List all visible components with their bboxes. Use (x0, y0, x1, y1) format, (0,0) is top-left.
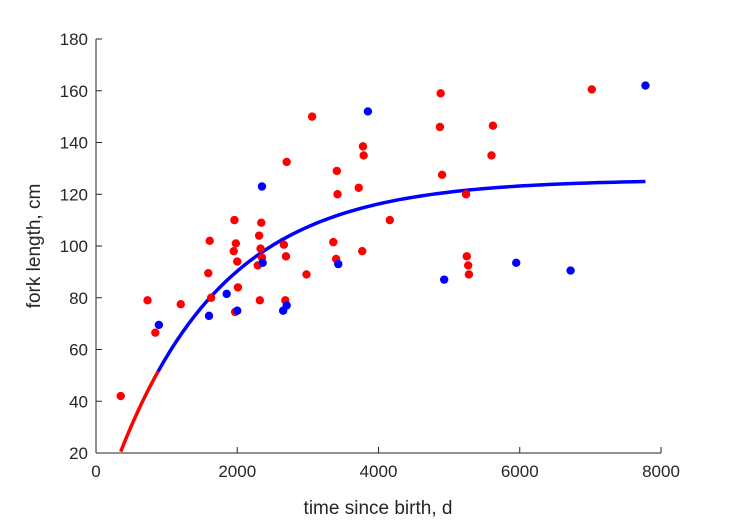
x-ticks: 0 2000 4000 6000 8000 (91, 447, 680, 481)
x-tick-label: 8000 (642, 462, 680, 481)
data-point (233, 306, 242, 315)
data-point (116, 391, 125, 401)
data-point (255, 296, 265, 305)
data-point (204, 268, 213, 278)
data-point (229, 246, 238, 256)
data-point (566, 266, 575, 275)
data-point (334, 259, 343, 269)
fit-curve-segment-late (156, 179, 646, 373)
y-tick-label: 60 (69, 341, 88, 360)
data-point (254, 231, 264, 240)
data-point (282, 157, 291, 167)
data-point (256, 244, 265, 253)
x-tick-label: 6000 (501, 462, 539, 481)
data-point (512, 258, 521, 268)
data-point (151, 328, 160, 337)
data-point (385, 215, 394, 225)
data-point (231, 239, 241, 248)
y-tick-label: 140 (60, 134, 88, 153)
data-point (333, 190, 342, 199)
data-point (439, 275, 449, 284)
data-point (230, 215, 239, 225)
data-point (233, 257, 242, 266)
y-ticks: 20 40 60 80 100 120 140 160 180 (60, 30, 102, 463)
data-point (461, 190, 471, 199)
data-point (204, 311, 214, 321)
data-point (358, 246, 367, 256)
data-point (435, 122, 445, 132)
y-tick-label: 80 (69, 289, 88, 308)
data-points (116, 81, 650, 401)
data-point (462, 252, 471, 261)
y-tick-label: 180 (60, 30, 88, 49)
data-point (436, 89, 445, 98)
data-point (279, 240, 289, 249)
data-point (205, 236, 214, 246)
x-tick-label: 4000 (360, 462, 398, 481)
x-tick-label: 2000 (218, 462, 256, 481)
data-point (464, 270, 474, 279)
fit-curve (119, 179, 646, 453)
data-point (143, 296, 152, 305)
y-tick-label: 160 (60, 82, 88, 101)
data-point (363, 107, 373, 116)
data-point (587, 85, 596, 94)
data-point (257, 182, 267, 191)
x-tick-label: 0 (91, 462, 100, 481)
data-point (329, 237, 338, 247)
y-tick-label: 120 (60, 185, 88, 204)
y-tick-label: 100 (60, 237, 88, 256)
y-tick-label: 20 (69, 444, 88, 463)
data-point (281, 252, 291, 261)
data-point (332, 166, 342, 176)
data-point (257, 218, 266, 227)
x-axis-label: time since birth, d (304, 498, 453, 519)
data-point (354, 183, 363, 192)
data-point (222, 289, 231, 299)
fit-curve-segment-early (119, 370, 160, 453)
axes (95, 39, 661, 454)
data-point (487, 151, 496, 160)
data-point (206, 293, 216, 302)
data-point (358, 142, 368, 151)
y-axis-label: fork length, cm (24, 184, 45, 309)
y-tick-label: 40 (69, 392, 88, 411)
data-point (258, 258, 267, 268)
data-point (437, 170, 447, 180)
data-point (282, 301, 291, 310)
data-point (463, 261, 473, 270)
data-point (176, 300, 185, 309)
data-point (233, 283, 243, 292)
data-point (307, 112, 317, 121)
data-point (302, 270, 311, 279)
data-point (359, 151, 368, 160)
data-point (641, 81, 650, 90)
data-point (488, 121, 498, 130)
data-point (154, 320, 164, 330)
